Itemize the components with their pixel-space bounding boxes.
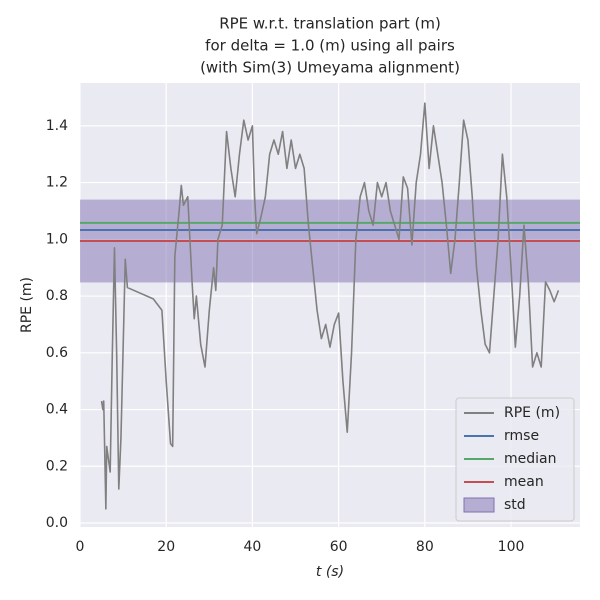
y-tick-label: 1.4	[46, 118, 68, 134]
legend-label: median	[504, 451, 556, 467]
y-tick-label: 1.2	[46, 175, 68, 191]
legend-label: mean	[504, 474, 544, 490]
legend-box	[455, 397, 575, 522]
legend-label: std	[504, 497, 526, 513]
y-tick-label: 0.4	[46, 402, 68, 418]
y-tick-label: 0.8	[46, 288, 68, 304]
legend-swatch	[463, 497, 495, 513]
legend-label: rmse	[504, 428, 539, 444]
y-tick-label: 0.6	[46, 345, 68, 361]
chart-title: (with Sim(3) Umeyama alignment)	[200, 59, 460, 77]
x-tick-label: 0	[76, 539, 85, 555]
x-tick-label: 100	[498, 539, 525, 555]
x-tick-label: 40	[243, 539, 261, 555]
x-tick-label: 20	[157, 539, 175, 555]
chart-title: for delta = 1.0 (m) using all pairs	[205, 37, 455, 55]
x-axis-label: t (s)	[316, 564, 344, 580]
y-tick-label: 1.0	[46, 231, 68, 247]
x-tick-label: 80	[416, 539, 434, 555]
data-line	[100, 102, 560, 510]
y-axis-label: RPE (m)	[19, 277, 35, 333]
chart-title: RPE w.r.t. translation part (m)	[219, 15, 441, 33]
x-tick-label: 60	[330, 539, 348, 555]
y-tick-label: 0.2	[46, 458, 68, 474]
legend-label: RPE (m)	[504, 405, 560, 421]
y-tick-label: 0.0	[46, 515, 68, 531]
